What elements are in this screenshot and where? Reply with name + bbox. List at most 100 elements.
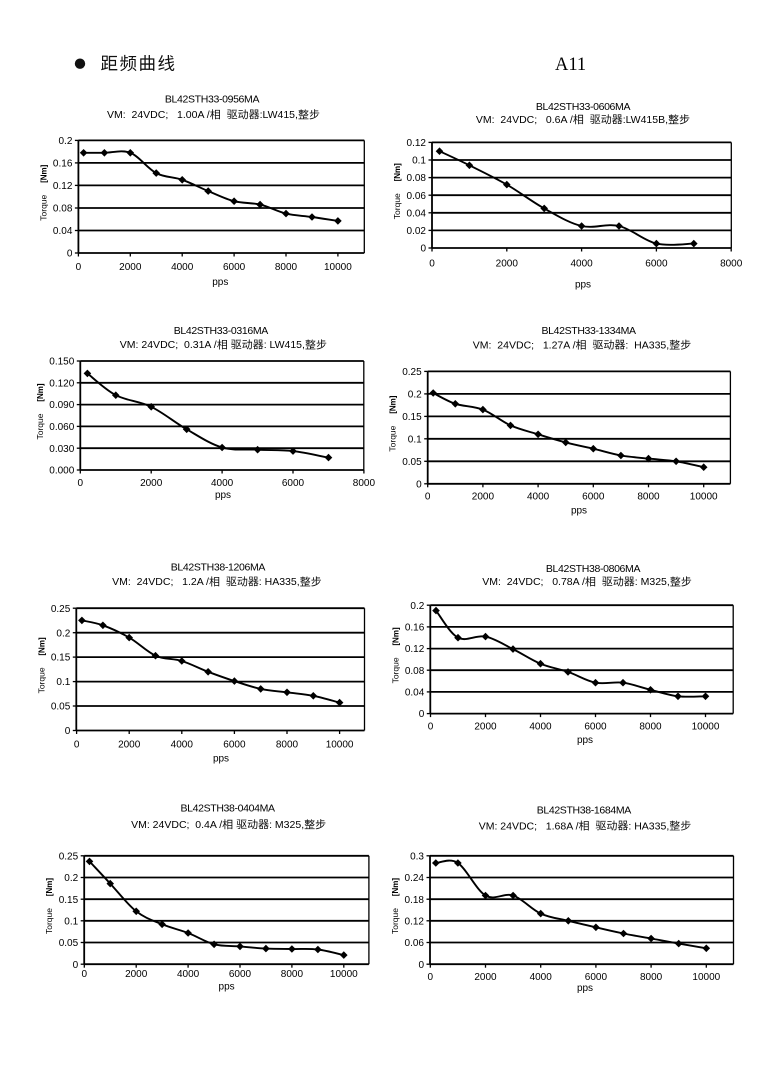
svg-text:0.15: 0.15 — [402, 412, 422, 423]
svg-text:: LW415,: : LW415, — [264, 339, 305, 351]
svg-text:0.030: 0.030 — [49, 444, 74, 455]
svg-text:8000: 8000 — [353, 478, 376, 489]
svg-text:6000: 6000 — [584, 722, 607, 733]
svg-text:0: 0 — [420, 244, 426, 255]
svg-text::LW415B,: :LW415B, — [623, 114, 668, 126]
svg-text:0.05: 0.05 — [59, 938, 79, 949]
svg-text:0: 0 — [73, 960, 79, 971]
svg-text:BL42STH33-0606MA: BL42STH33-0606MA — [536, 101, 631, 113]
svg-text:Torque [Nm]: Torque [Nm] — [44, 878, 54, 934]
svg-text:pps: pps — [577, 983, 593, 994]
svg-text:8000: 8000 — [281, 969, 304, 980]
svg-text:pps: pps — [577, 735, 593, 746]
svg-text:6000: 6000 — [645, 259, 668, 270]
svg-text:0.12: 0.12 — [53, 181, 73, 192]
svg-text:0.12: 0.12 — [405, 916, 425, 927]
svg-text:0.06: 0.06 — [405, 938, 425, 949]
svg-text:BL42STH38-0404MA: BL42STH38-0404MA — [180, 803, 275, 815]
svg-text:0.2: 0.2 — [56, 628, 70, 639]
svg-text:0.02: 0.02 — [407, 226, 427, 237]
svg-text:0.1: 0.1 — [64, 916, 78, 927]
svg-text:10000: 10000 — [692, 722, 720, 733]
svg-text:8000: 8000 — [639, 722, 662, 733]
svg-text:0.000: 0.000 — [49, 466, 74, 477]
svg-text::LW415,: :LW415, — [260, 109, 298, 121]
svg-text:VM: 24VDC; 0.31A /: VM: 24VDC; 0.31A / — [120, 339, 217, 351]
svg-text:Torque [Nm]: Torque [Nm] — [38, 164, 48, 220]
svg-text:: M325,: : M325, — [635, 576, 670, 588]
svg-text:Torque [Nm]: Torque [Nm] — [36, 637, 46, 693]
svg-text:0.04: 0.04 — [53, 226, 73, 237]
svg-text:BL42STH38-0806MA: BL42STH38-0806MA — [546, 563, 641, 575]
svg-text:0.25: 0.25 — [59, 851, 79, 862]
svg-text:0.04: 0.04 — [407, 208, 427, 219]
svg-text:BL42STH38-1206MA: BL42STH38-1206MA — [171, 561, 266, 573]
svg-text:0.2: 0.2 — [58, 136, 72, 147]
svg-text:2000: 2000 — [119, 262, 142, 273]
svg-text:VM: 24VDC; 1.2A /: VM: 24VDC; 1.2A / — [112, 576, 209, 588]
svg-text:VM: 24VDC; 0.6A /: VM: 24VDC; 0.6A / — [476, 114, 573, 126]
svg-text:6000: 6000 — [223, 740, 246, 751]
svg-text:4000: 4000 — [570, 259, 593, 270]
svg-text:pps: pps — [212, 277, 228, 288]
svg-text:Torque [Nm]: Torque [Nm] — [35, 383, 45, 439]
svg-text:10000: 10000 — [326, 740, 354, 751]
svg-text:0.16: 0.16 — [405, 623, 425, 634]
svg-text:8000: 8000 — [276, 740, 299, 751]
svg-text:0: 0 — [67, 249, 73, 260]
svg-text:: HA335,: : HA335, — [628, 820, 669, 832]
svg-text:2000: 2000 — [118, 740, 141, 751]
svg-text:4000: 4000 — [171, 740, 194, 751]
svg-text:2000: 2000 — [472, 492, 495, 503]
svg-text:BL42STH38-1684MA: BL42STH38-1684MA — [537, 804, 632, 816]
svg-text:Torque [Nm]: Torque [Nm] — [392, 163, 402, 219]
svg-text:Torque [Nm]: Torque [Nm] — [390, 878, 400, 934]
svg-text:: M325,: : M325, — [269, 819, 304, 831]
svg-text:0.08: 0.08 — [405, 666, 425, 677]
svg-text:VM: 24VDC; 0.78A /: VM: 24VDC; 0.78A / — [482, 576, 585, 588]
svg-text:4000: 4000 — [530, 972, 553, 983]
svg-text:0.060: 0.060 — [49, 422, 74, 433]
svg-text:4000: 4000 — [529, 722, 552, 733]
svg-text:0.2: 0.2 — [64, 873, 78, 884]
svg-text:0.12: 0.12 — [407, 138, 427, 149]
svg-text:0: 0 — [425, 492, 431, 503]
svg-text:VM: 24VDC; 0.4A /: VM: 24VDC; 0.4A / — [131, 819, 222, 831]
svg-text:0.08: 0.08 — [407, 173, 427, 184]
svg-text:6000: 6000 — [585, 972, 608, 983]
svg-text:0.05: 0.05 — [51, 702, 71, 713]
svg-text:6000: 6000 — [229, 969, 252, 980]
svg-text:2000: 2000 — [474, 972, 497, 983]
svg-text:0.18: 0.18 — [405, 895, 425, 906]
svg-text:0: 0 — [428, 972, 434, 983]
svg-text:VM: 24VDC; 1.00A /: VM: 24VDC; 1.00A / — [107, 109, 210, 121]
svg-text:10000: 10000 — [690, 492, 718, 503]
svg-text:10000: 10000 — [692, 972, 720, 983]
svg-text:0.25: 0.25 — [51, 604, 71, 615]
svg-text:0.05: 0.05 — [402, 457, 422, 468]
svg-text:10000: 10000 — [324, 262, 352, 273]
svg-text:0: 0 — [65, 726, 71, 737]
svg-text:0: 0 — [429, 259, 435, 270]
svg-text:4000: 4000 — [527, 492, 550, 503]
svg-text:0: 0 — [428, 722, 434, 733]
svg-text:4000: 4000 — [177, 969, 200, 980]
svg-text:0.1: 0.1 — [56, 677, 70, 688]
svg-text:0.08: 0.08 — [53, 204, 73, 215]
svg-text:0.120: 0.120 — [49, 378, 74, 389]
svg-text:0.15: 0.15 — [59, 895, 79, 906]
svg-text:6000: 6000 — [282, 478, 305, 489]
svg-text:0.090: 0.090 — [49, 400, 74, 411]
svg-text:0: 0 — [82, 969, 88, 980]
svg-text:pps: pps — [575, 280, 591, 291]
svg-text:8000: 8000 — [640, 972, 663, 983]
svg-text:2000: 2000 — [125, 969, 148, 980]
svg-text:0.150: 0.150 — [49, 357, 74, 368]
svg-text:pps: pps — [213, 754, 229, 765]
svg-text:0.1: 0.1 — [408, 434, 422, 445]
svg-text:0.16: 0.16 — [53, 159, 73, 170]
svg-text:pps: pps — [219, 982, 235, 993]
svg-text:6000: 6000 — [223, 262, 246, 273]
svg-text:0.25: 0.25 — [402, 367, 422, 378]
svg-text:6000: 6000 — [582, 492, 605, 503]
